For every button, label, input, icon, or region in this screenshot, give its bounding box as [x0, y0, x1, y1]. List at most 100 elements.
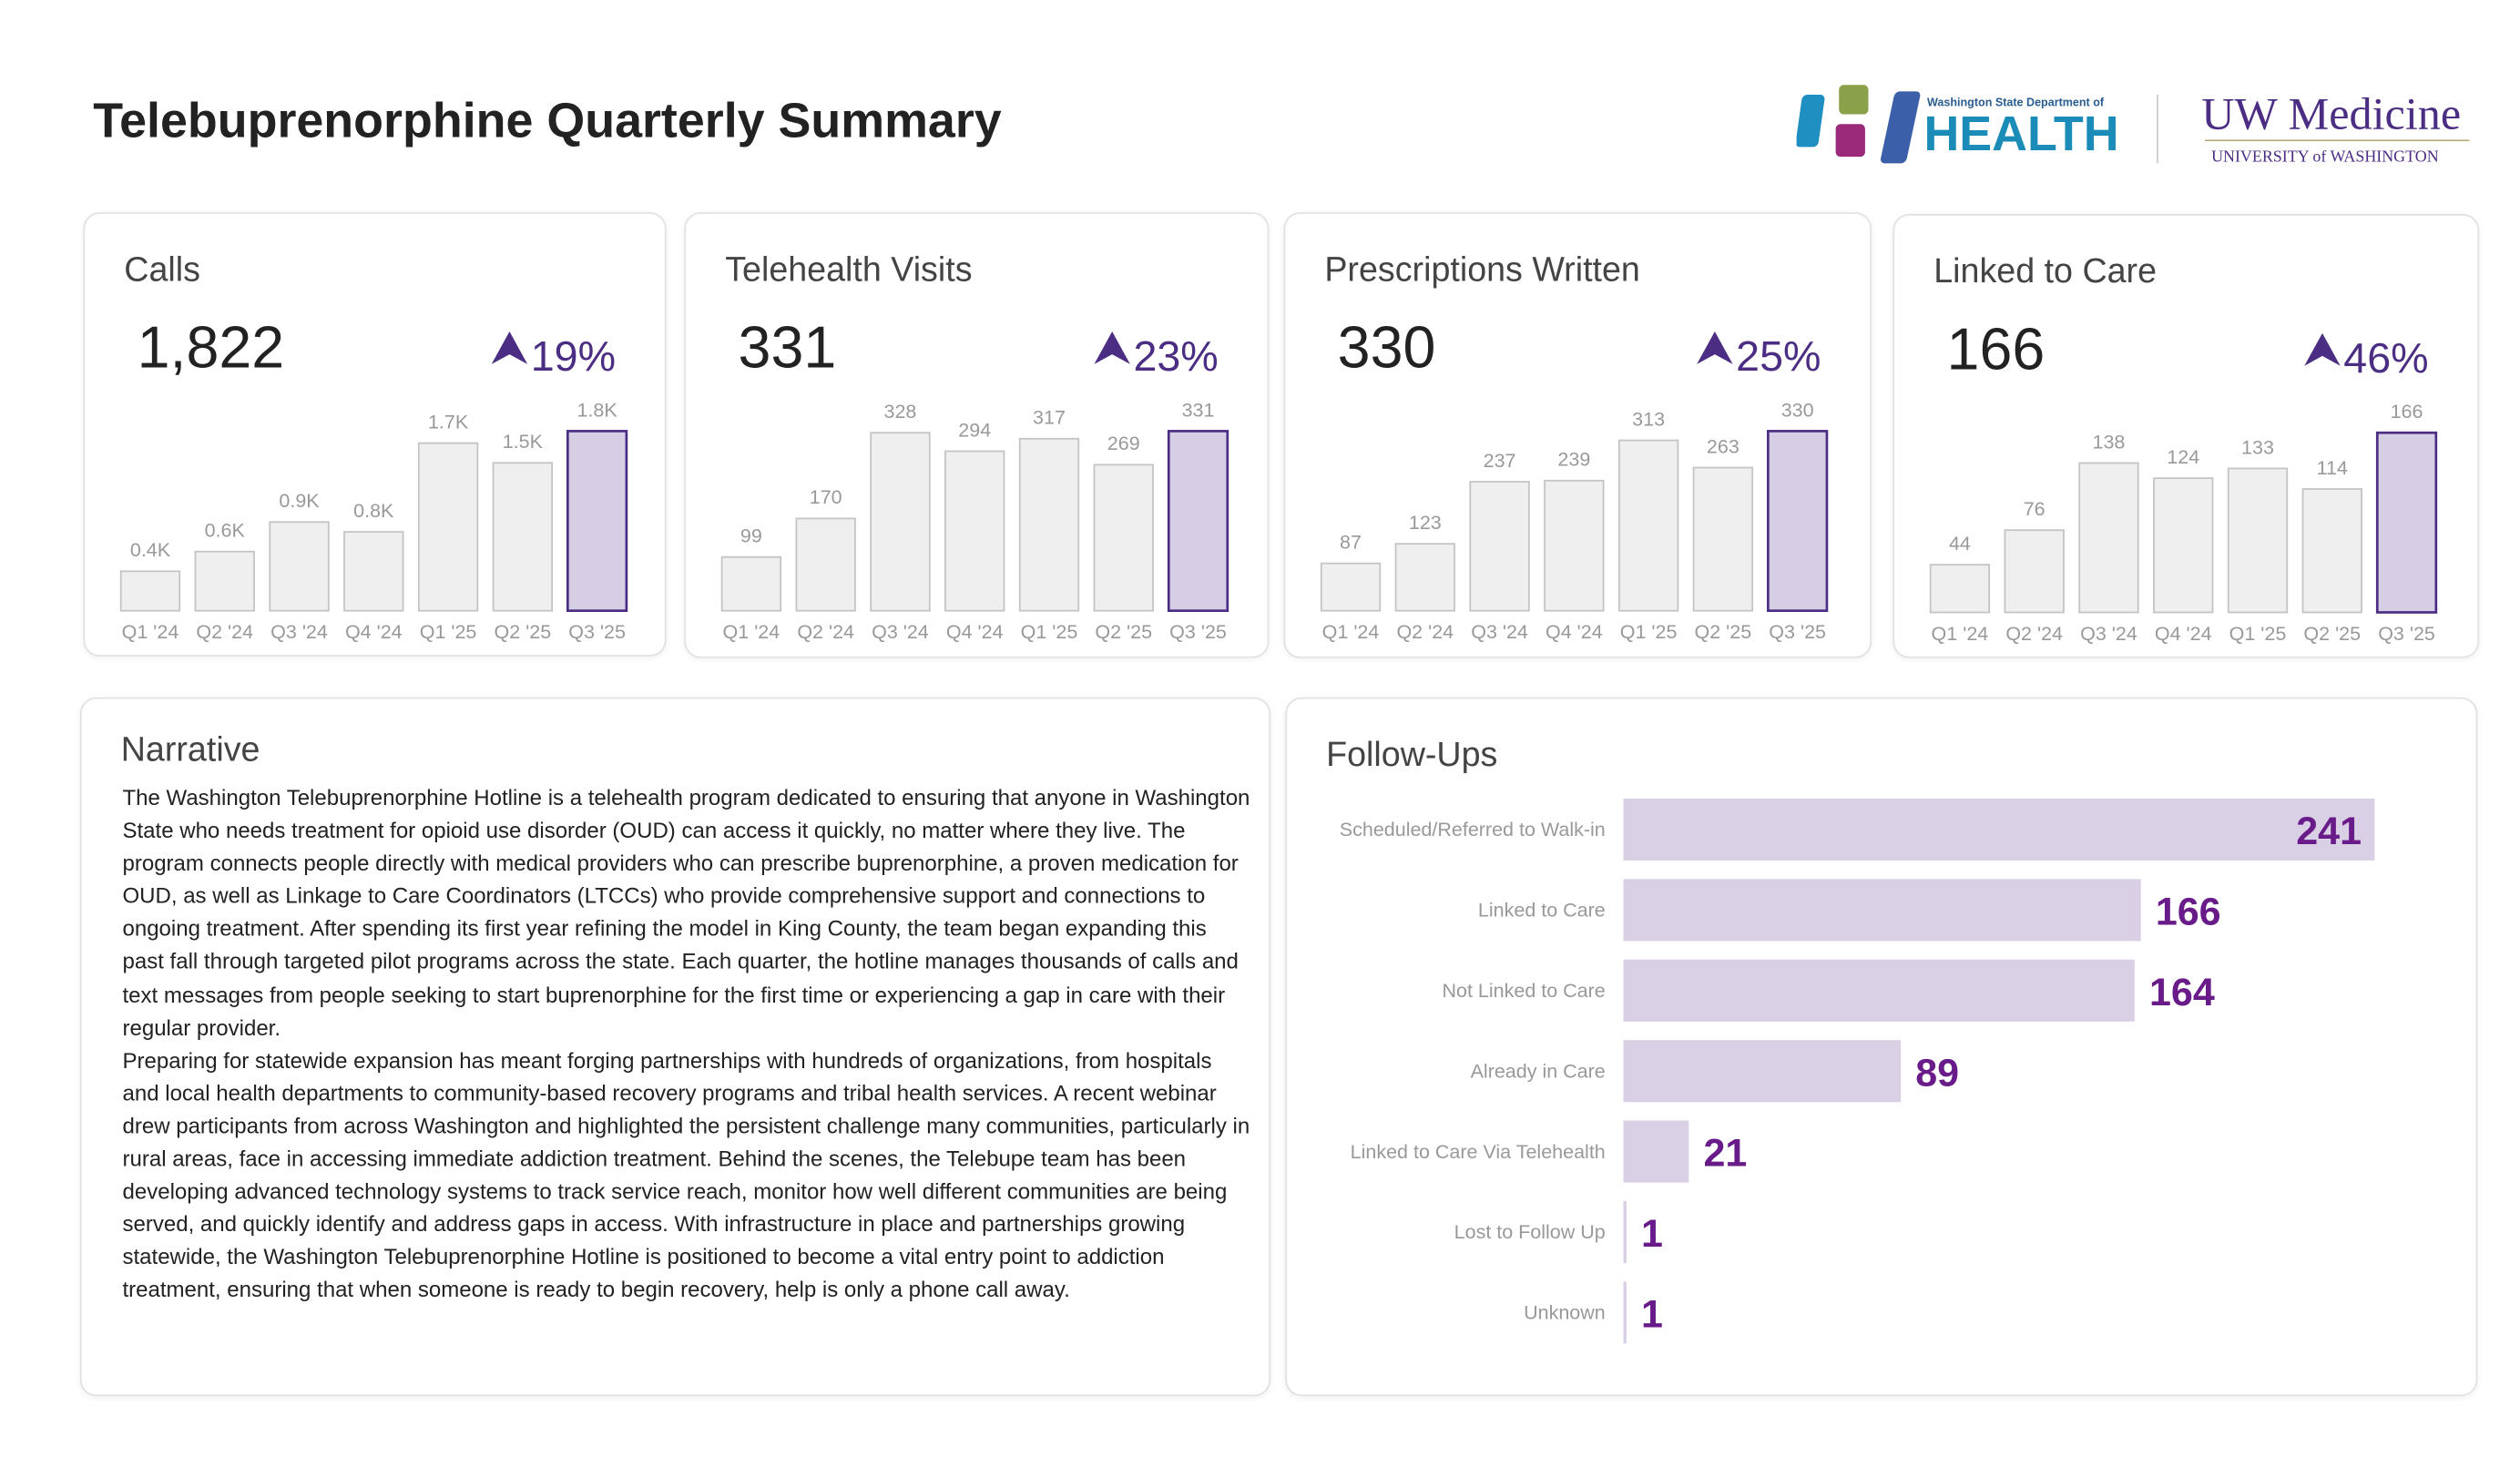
value-label: 124 — [2167, 446, 2199, 468]
value-label: 317 — [1033, 407, 1066, 429]
chart-title: Telehealth Visits — [725, 250, 972, 288]
x-tick-label: Q1 '25 — [1620, 621, 1678, 643]
value-label: 239 — [1557, 449, 1590, 471]
bar — [1469, 481, 1530, 612]
value-label: 328 — [884, 401, 917, 423]
bar — [1623, 1200, 1627, 1264]
bar — [1394, 543, 1455, 612]
x-tick-label: Q4 '24 — [345, 621, 403, 643]
bar — [1623, 1040, 1902, 1103]
bar — [1692, 466, 1754, 612]
bar — [870, 432, 931, 612]
x-tick-label: Q2 '25 — [1095, 621, 1152, 643]
value-label: 1.5K — [503, 431, 544, 453]
bar — [2004, 529, 2065, 614]
value-label: 241 — [2296, 810, 2362, 853]
x-tick-label: Q4 '24 — [2155, 623, 2212, 645]
y-tick-label: Already in Care — [1471, 1060, 1606, 1082]
doh-small: Washington State Department of — [1927, 97, 2105, 109]
trend-arrow — [1094, 331, 1130, 364]
chart-card: Linked to Care 166 46% 44 Q1 '24 76 Q2 '24 138 Q… — [1893, 213, 2480, 658]
bar — [1623, 1120, 1689, 1183]
chart-card: Telehealth Visits 331 23% 99 Q1 '24 170 Q2 '24… — [684, 212, 1270, 658]
x-tick-label: Q2 '25 — [1695, 621, 1752, 643]
x-tick-label: Q1 '24 — [1932, 623, 1989, 645]
bar — [1929, 564, 1991, 614]
logos: Washington State Department of HEALTH UW… — [1796, 85, 2470, 166]
bar — [944, 450, 1005, 612]
x-tick-label: Q3 '25 — [568, 621, 626, 643]
value-label: 21 — [1704, 1132, 1748, 1176]
chart: Follow-Ups Scheduled/Referred to Walk-in 2… — [1326, 735, 2375, 1344]
value-label: 0.9K — [279, 490, 320, 512]
y-tick-label: Linked to Care — [1478, 900, 1606, 922]
bar — [1544, 479, 1605, 612]
trend-arrow — [491, 331, 528, 364]
x-tick-label: Q2 '25 — [2303, 623, 2361, 645]
logo-tile — [1796, 95, 1825, 148]
bar — [1167, 430, 1229, 613]
bar — [1617, 439, 1679, 612]
value-label: 44 — [1949, 533, 1971, 555]
y-tick-label: Scheduled/Referred to Walk-in — [1340, 819, 1606, 841]
value-label: 331 — [1182, 399, 1215, 421]
kpi-change: 46% — [2343, 334, 2428, 382]
value-label: 99 — [740, 525, 762, 547]
x-tick-label: Q2 '24 — [2005, 623, 2063, 645]
bar — [1320, 562, 1382, 612]
bar — [269, 521, 330, 612]
bar — [2153, 477, 2214, 614]
value-label: 166 — [2391, 401, 2423, 423]
kpi-change: 25% — [1736, 332, 1821, 380]
bar — [2227, 467, 2289, 614]
x-tick-label: Q4 '24 — [1546, 621, 1603, 643]
narrative-body: The Washington Telebuprenorphine Hotline… — [122, 782, 1252, 1308]
bar — [1623, 879, 2141, 942]
chart-title: Follow-Ups — [1326, 735, 1497, 773]
bar — [2375, 431, 2438, 614]
chart-card: Calls 1,822 19% 0.4K Q1 '24 0.6K Q2 '24 0.9K Q3 … — [83, 212, 667, 657]
narrative-card: Narrative The Washington Telebuprenorphi… — [79, 697, 1271, 1397]
value-label: 87 — [1340, 532, 1362, 554]
logo-tile — [1880, 91, 1921, 164]
x-tick-label: Q1 '25 — [420, 621, 477, 643]
value-label: 166 — [2156, 891, 2221, 934]
bar — [795, 517, 856, 612]
x-tick-label: Q1 '25 — [1021, 621, 1078, 643]
value-label: 1 — [1641, 1212, 1663, 1256]
kpi-change: 19% — [531, 332, 616, 380]
chart-card: Prescriptions Written 330 25% 87 Q1 '24 123 Q2… — [1283, 212, 1872, 658]
kpi-total: 166 — [1947, 316, 2046, 382]
chart: Linked to Care 166 46% 44 Q1 '24 76 Q2 '24 138 Q… — [1929, 251, 2438, 645]
chart-title: Calls — [124, 250, 200, 288]
bar — [1018, 437, 1080, 612]
bar — [1767, 430, 1829, 613]
y-tick-label: Linked to Care Via Telehealth — [1351, 1141, 1606, 1163]
narrative-title: Narrative — [120, 731, 260, 769]
bar — [1623, 959, 2135, 1022]
x-tick-label: Q2 '24 — [1396, 621, 1454, 643]
chart-card: Follow-Ups Scheduled/Referred to Walk-in 2… — [1285, 697, 2478, 1397]
bar — [343, 531, 404, 612]
x-tick-label: Q2 '25 — [494, 621, 551, 643]
bar — [720, 555, 782, 612]
bar — [1093, 464, 1154, 612]
bar — [417, 442, 479, 612]
bar — [1623, 1281, 1627, 1344]
x-tick-label: Q3 '24 — [872, 621, 929, 643]
value-label: 76 — [2024, 498, 2046, 520]
value-label: 138 — [2093, 431, 2126, 453]
value-label: 269 — [1107, 433, 1140, 454]
y-tick-label: Not Linked to Care — [1443, 980, 1606, 1002]
bar — [1623, 798, 2375, 861]
y-tick-label: Unknown — [1524, 1302, 1606, 1324]
bar — [492, 462, 554, 612]
x-tick-label: Q3 '25 — [1169, 621, 1227, 643]
x-tick-label: Q3 '24 — [1471, 621, 1528, 643]
page-title: Telebuprenorphine Quarterly Summary — [93, 95, 1002, 149]
value-label: 170 — [810, 486, 842, 508]
bar — [566, 430, 628, 613]
doh-big: HEALTH — [1923, 107, 2118, 161]
x-tick-label: Q2 '24 — [797, 621, 854, 643]
